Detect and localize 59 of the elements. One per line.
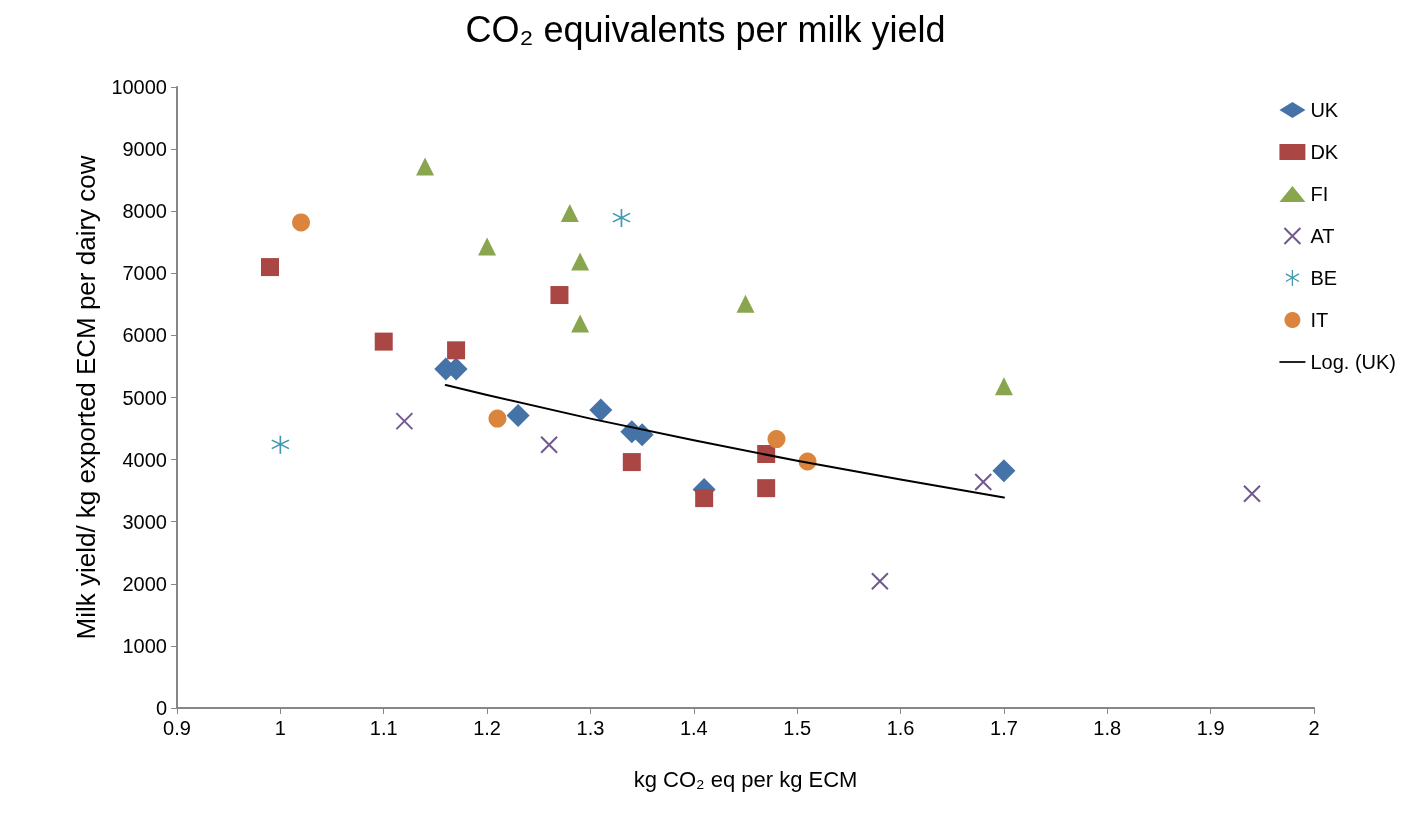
y-tick-label: 1000: [122, 634, 167, 657]
x-axis-title: kg CO₂ eq per kg ECM: [633, 766, 858, 792]
point: [550, 286, 569, 305]
legend-label: FI: [1310, 183, 1329, 205]
legend-label: DK: [1310, 141, 1339, 163]
point: [974, 472, 993, 491]
point: [994, 377, 1013, 396]
point: [757, 479, 776, 498]
point: [488, 409, 507, 428]
x-tick-label: 1.8: [1093, 717, 1122, 739]
point: [992, 459, 1016, 483]
point: [292, 213, 311, 232]
point: [395, 412, 414, 431]
point: [261, 258, 280, 277]
y-axis-title: Milk yield/ kg exported ECM per dairy cow: [71, 155, 101, 640]
y-tick-label: 5000: [122, 386, 167, 409]
point: [560, 204, 579, 223]
point: [571, 314, 590, 333]
point: [870, 572, 889, 591]
x-tick-label: 1: [274, 717, 286, 739]
x-tick-label: 2: [1308, 717, 1320, 739]
point: [571, 252, 590, 271]
point: [506, 404, 530, 428]
point: [767, 430, 786, 449]
y-tick-label: 8000: [122, 200, 167, 223]
x-tick-label: 0.9: [163, 717, 191, 739]
x-tick-label: 1.7: [990, 717, 1018, 739]
y-tick-label: 7000: [122, 262, 167, 285]
point: [447, 341, 466, 360]
line-series: [444, 384, 1005, 499]
legend-label: BE: [1310, 267, 1338, 289]
point: [736, 294, 755, 313]
legend-label: IT: [1310, 309, 1329, 331]
y-tick-label: 4000: [122, 448, 167, 471]
legend-label: UK: [1310, 99, 1339, 121]
x-tick-label: 1.6: [886, 717, 915, 739]
x-tick-label: 1.4: [679, 717, 708, 739]
y-tick-label: 6000: [122, 324, 167, 347]
point: [622, 453, 641, 472]
y-tick-label: 3000: [122, 510, 167, 533]
point: [695, 489, 714, 508]
x-tick-label: 1.2: [473, 717, 501, 739]
point: [478, 237, 497, 256]
x-tick-label: 1.1: [369, 717, 398, 739]
point: [1242, 484, 1261, 503]
point: [589, 398, 613, 422]
x-tick-label: 1.9: [1196, 717, 1225, 739]
point: [416, 157, 435, 176]
x-tick-label: 1.3: [576, 717, 605, 739]
legend-label: Log. (UK): [1310, 351, 1397, 373]
y-tick-label: 2000: [122, 572, 167, 595]
y-tick-label: 10000: [111, 76, 167, 98]
y-tick-label: 0: [155, 697, 167, 719]
legend-label: AT: [1310, 225, 1335, 247]
x-tick-label: 1.5: [783, 717, 812, 739]
point: [374, 332, 393, 351]
y-tick-label: 9000: [122, 138, 167, 161]
chart-title: CO₂ equivalents per milk yield: [465, 8, 946, 50]
point: [540, 435, 559, 454]
